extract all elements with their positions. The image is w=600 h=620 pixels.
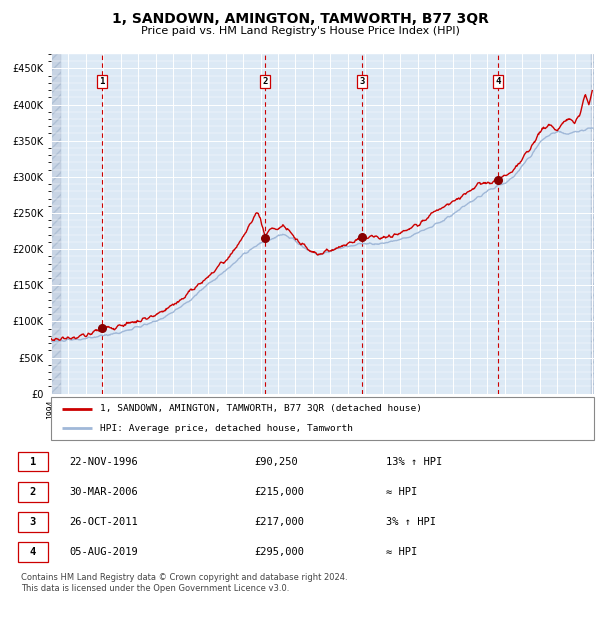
Text: ≈ HPI: ≈ HPI — [386, 487, 418, 497]
Bar — [18, 542, 48, 562]
Text: Contains HM Land Registry data © Crown copyright and database right 2024.
This d: Contains HM Land Registry data © Crown c… — [21, 574, 347, 593]
Text: 4: 4 — [29, 547, 36, 557]
Text: £90,250: £90,250 — [254, 456, 298, 466]
Bar — [51, 54, 61, 394]
Bar — [18, 452, 48, 471]
Text: 30-MAR-2006: 30-MAR-2006 — [70, 487, 139, 497]
Bar — [18, 512, 48, 532]
Text: 1, SANDOWN, AMINGTON, TAMWORTH, B77 3QR (detached house): 1, SANDOWN, AMINGTON, TAMWORTH, B77 3QR … — [100, 404, 422, 413]
Text: 4: 4 — [495, 77, 500, 86]
Text: £295,000: £295,000 — [254, 547, 304, 557]
Text: 3: 3 — [359, 77, 365, 86]
Bar — [590, 54, 594, 394]
Text: 3: 3 — [29, 517, 36, 527]
Text: 1: 1 — [29, 456, 36, 466]
Text: ≈ HPI: ≈ HPI — [386, 547, 418, 557]
Text: Price paid vs. HM Land Registry's House Price Index (HPI): Price paid vs. HM Land Registry's House … — [140, 26, 460, 36]
Text: 13% ↑ HPI: 13% ↑ HPI — [386, 456, 443, 466]
Text: 2: 2 — [262, 77, 268, 86]
Text: 26-OCT-2011: 26-OCT-2011 — [70, 517, 139, 527]
Bar — [590, 54, 594, 394]
Text: £215,000: £215,000 — [254, 487, 304, 497]
Text: 3% ↑ HPI: 3% ↑ HPI — [386, 517, 436, 527]
Text: 05-AUG-2019: 05-AUG-2019 — [70, 547, 139, 557]
Text: HPI: Average price, detached house, Tamworth: HPI: Average price, detached house, Tamw… — [100, 424, 353, 433]
Bar — [51, 54, 61, 394]
Text: £217,000: £217,000 — [254, 517, 304, 527]
Text: 1: 1 — [99, 77, 104, 86]
Text: 22-NOV-1996: 22-NOV-1996 — [70, 456, 139, 466]
Text: 1, SANDOWN, AMINGTON, TAMWORTH, B77 3QR: 1, SANDOWN, AMINGTON, TAMWORTH, B77 3QR — [112, 12, 488, 27]
Bar — [18, 482, 48, 502]
Text: 2: 2 — [29, 487, 36, 497]
